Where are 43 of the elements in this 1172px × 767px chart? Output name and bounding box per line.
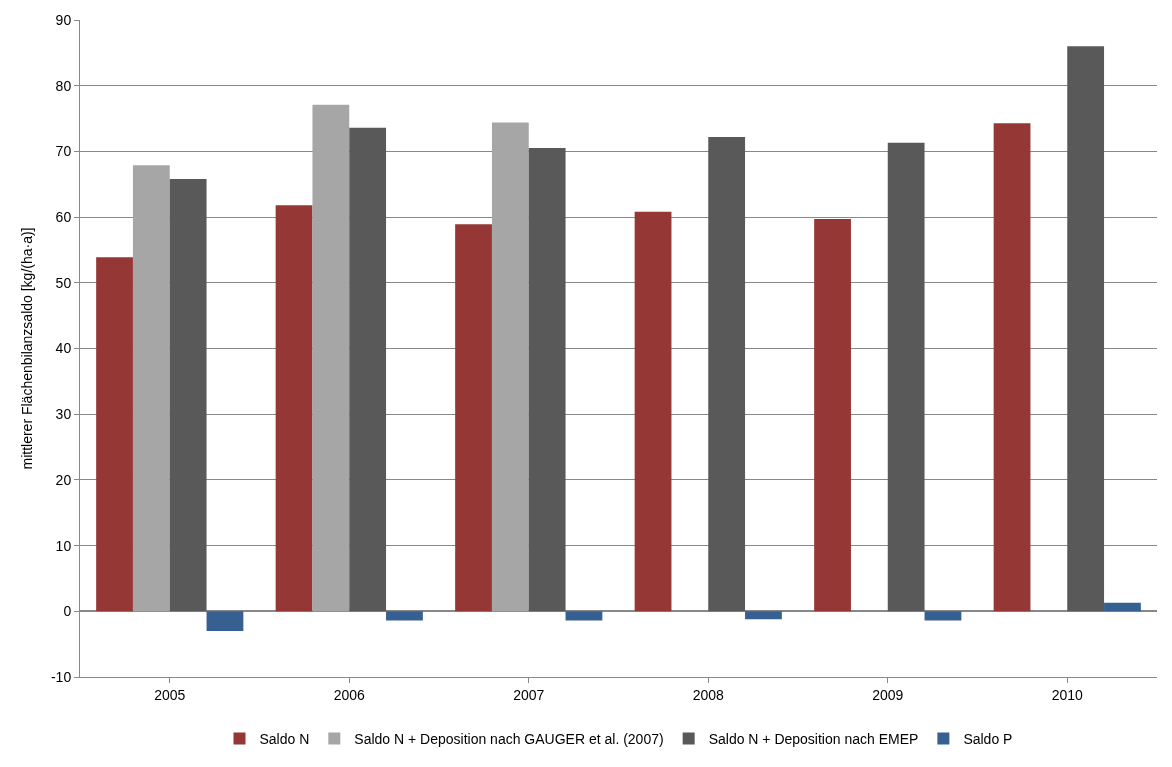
y-tick-label: 60	[55, 209, 72, 225]
bar	[708, 136, 746, 612]
x-tick-label: 2006	[333, 686, 366, 703]
y-tick-label: 80	[55, 77, 72, 94]
bar	[634, 211, 672, 612]
bar	[132, 165, 170, 612]
bar	[528, 148, 566, 612]
bar	[491, 122, 529, 612]
bar	[312, 104, 350, 612]
bar	[275, 205, 313, 612]
x-tick-label: 2007	[513, 686, 545, 703]
y-tick-label: 30	[55, 406, 72, 423]
bar	[349, 127, 387, 612]
bar	[924, 611, 962, 621]
bar	[1104, 602, 1141, 612]
bar	[993, 123, 1031, 612]
bar	[386, 611, 423, 621]
legend-label: Saldo N + Deposition nach EMEP	[708, 731, 919, 748]
legend-label: Saldo N	[259, 731, 310, 748]
bar	[96, 257, 133, 612]
bar	[206, 611, 244, 632]
y-tick-label: 90	[55, 11, 72, 28]
y-axis-title: mittlerer Flächenbilanzsaldo [kg/(ha·a)]	[18, 227, 35, 470]
y-tick-label: 10	[55, 537, 72, 554]
legend-label: Saldo P	[963, 731, 1013, 748]
bar	[455, 224, 492, 612]
bar	[1067, 46, 1105, 612]
bar	[565, 611, 603, 621]
y-tick-label: 70	[55, 143, 72, 160]
legend-label: Saldo N + Deposition nach GAUGER et al. (2007)	[354, 731, 664, 748]
y-tick-label: 0	[63, 603, 72, 620]
y-tick-label: 40	[55, 340, 72, 357]
x-tick-label: 2010	[1051, 686, 1084, 703]
bar	[887, 142, 925, 612]
x-tick-label: 2008	[692, 686, 725, 703]
bar	[745, 611, 782, 620]
y-tick-label: -10	[50, 668, 72, 685]
x-tick-label: 2005	[154, 686, 186, 703]
y-tick-label: 20	[55, 471, 72, 488]
bar	[814, 219, 851, 612]
bar	[169, 178, 207, 612]
y-tick-label: 50	[55, 274, 72, 291]
x-tick-label: 2009	[872, 686, 904, 703]
